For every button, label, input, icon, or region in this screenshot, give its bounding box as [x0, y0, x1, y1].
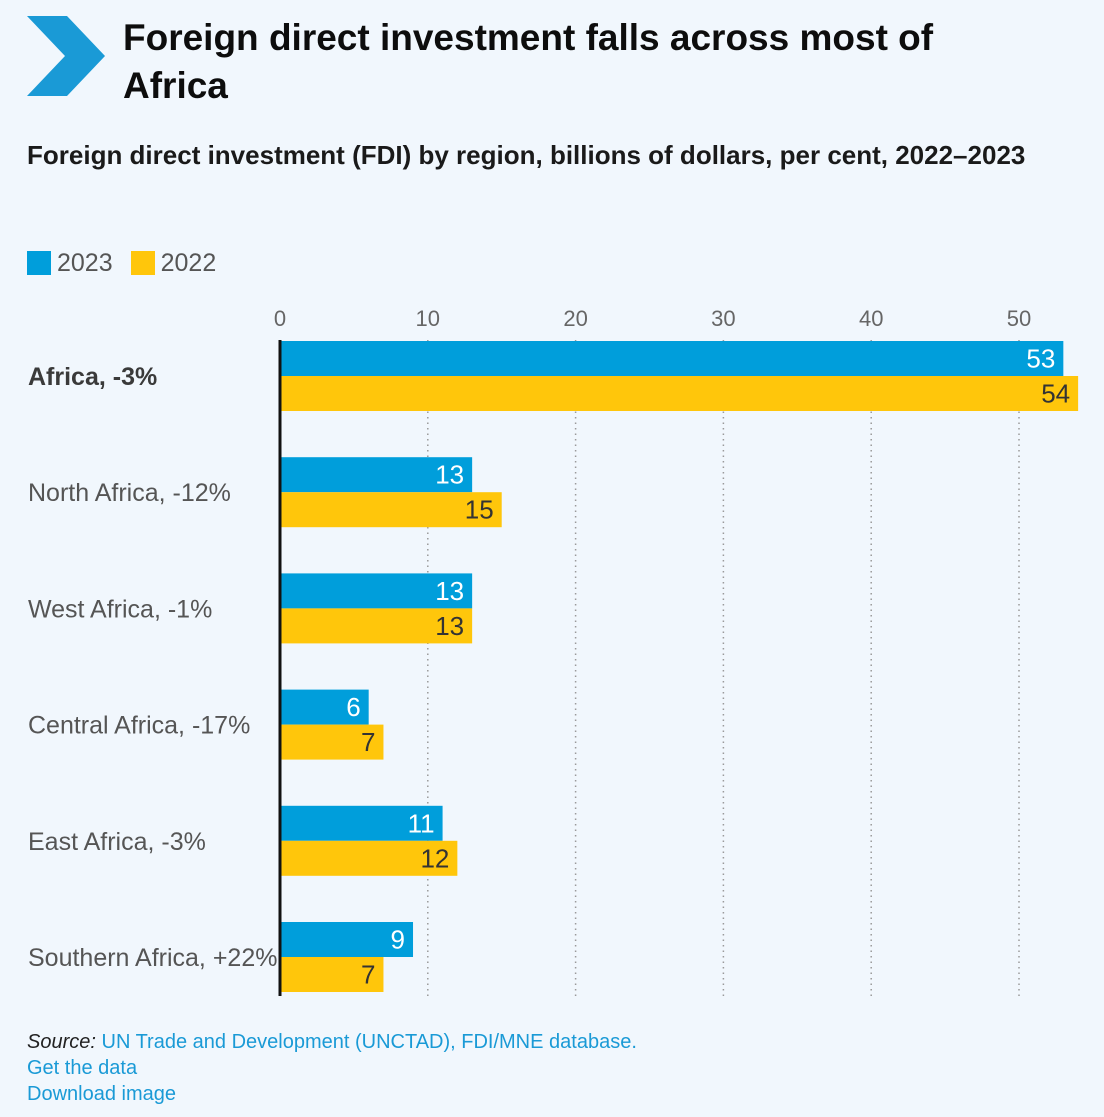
chart-subtitle: Foreign direct investment (FDI) by regio…	[27, 140, 1026, 170]
category-label-2: West Africa, -1%	[28, 595, 212, 623]
bar-label-2023-5: 9	[391, 925, 405, 955]
bar-2023-5	[280, 922, 414, 957]
bar-2023-3	[280, 689, 369, 725]
source-note: Source: UN Trade and Development (UNCTAD…	[27, 1029, 637, 1055]
x-tick-label-0: 0	[274, 306, 286, 331]
chart-title: Foreign direct investment falls across m…	[123, 17, 934, 106]
bar-2023-0	[280, 341, 1064, 376]
x-tick-label-50: 50	[1007, 306, 1031, 331]
legend: 2023 2022	[27, 248, 234, 278]
category-label-3: Central Africa, -17%	[28, 712, 250, 740]
legend-swatch-2022	[130, 251, 155, 275]
source-link[interactable]: UN Trade and Development (UNCTAD), FDI/M…	[101, 1031, 637, 1053]
bar-label-2023-1: 13	[435, 460, 464, 490]
x-tick-label-30: 30	[711, 306, 735, 331]
bar-label-2022-4: 12	[420, 843, 449, 873]
category-label-1: North Africa, -12%	[28, 479, 231, 507]
bar-2022-4	[280, 840, 458, 876]
bar-label-2023-0: 53	[1026, 344, 1055, 374]
bar-2022-0	[280, 376, 1079, 411]
bar-label-2022-0: 54	[1041, 379, 1070, 409]
bar-2022-5	[280, 957, 384, 992]
bar-label-2022-1: 15	[465, 495, 494, 525]
bar-label-2022-3: 7	[361, 727, 375, 757]
bar-2022-3	[280, 724, 384, 760]
legend-swatch-2023	[27, 251, 51, 275]
bar-label-2022-2: 13	[435, 611, 464, 641]
x-tick-label-10: 10	[416, 306, 440, 331]
download-image-link[interactable]: Download image	[27, 1083, 176, 1105]
bar-label-2023-3: 6	[346, 692, 360, 722]
bar-2023-1	[280, 457, 473, 493]
bar-2022-2	[280, 608, 473, 644]
bar-label-2023-4: 11	[408, 808, 435, 838]
category-label-5: Southern Africa, +22%	[28, 944, 277, 972]
get-data-link[interactable]: Get the data	[27, 1057, 138, 1079]
category-label-0: Africa, -3%	[28, 363, 157, 391]
bar-2023-4	[280, 805, 443, 841]
chevron-logo-icon	[27, 16, 105, 96]
legend-label-2023: 2023	[57, 248, 113, 277]
x-tick-label-40: 40	[859, 306, 883, 331]
x-tick-label-20: 20	[563, 306, 587, 331]
bar-label-2023-2: 13	[435, 576, 464, 606]
legend-item-2023: 2023	[27, 249, 113, 278]
category-label-4: East Africa, -3%	[28, 828, 206, 856]
legend-item-2022: 2022	[130, 248, 217, 278]
legend-label-2022: 2022	[160, 248, 217, 277]
bar-2023-2	[280, 573, 473, 609]
source-label: Source:	[27, 1031, 96, 1053]
bar-label-2022-5: 7	[361, 960, 375, 990]
bar-2022-1	[280, 492, 502, 528]
